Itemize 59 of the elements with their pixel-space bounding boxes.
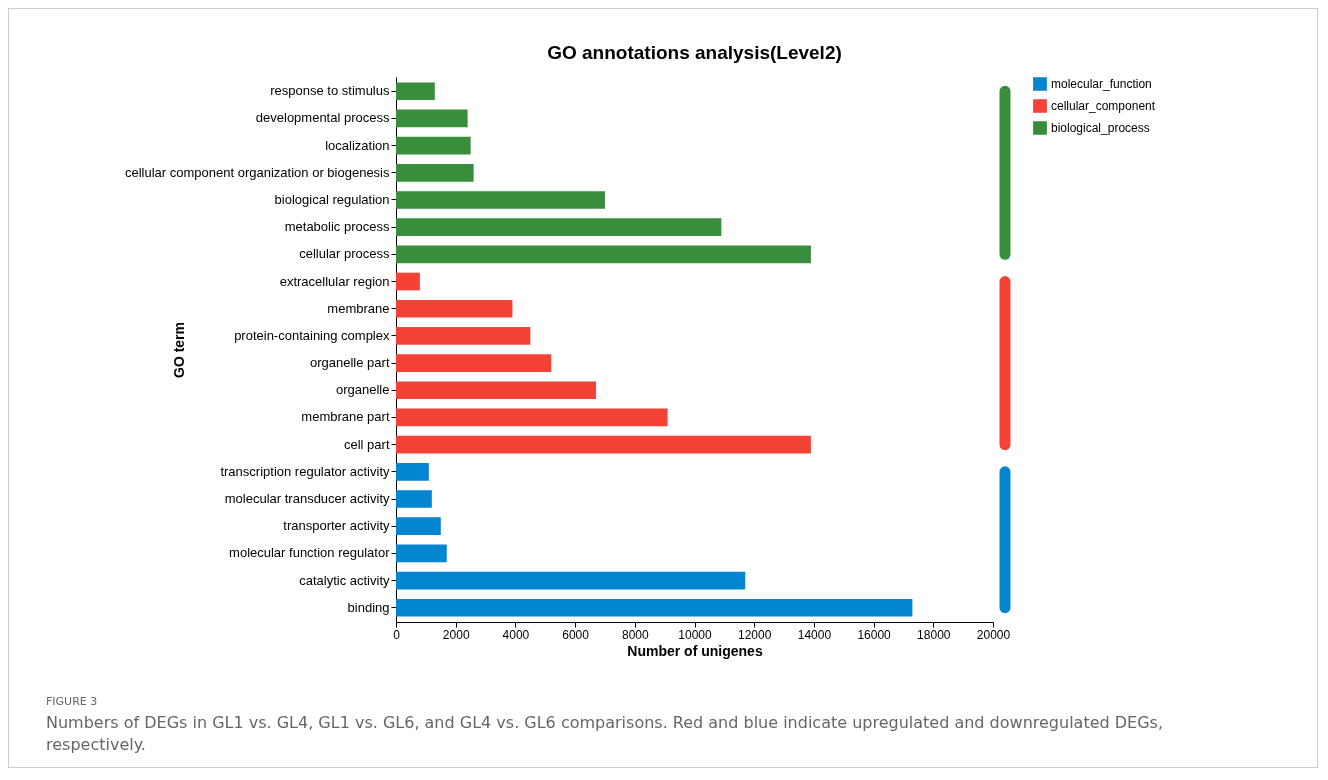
bar <box>396 408 668 427</box>
y-tick-label: localization <box>325 137 390 153</box>
y-tick-label: response to stimulus <box>270 83 390 99</box>
text: Numbers of DEGs in GL1 vs. GL4, GL1 vs. GL6, and GL4 vs. GL6 comparisons. Red and blue indicate upregulated and downregulated DEGs, respectively. <box>46 712 1164 756</box>
legend-label: cellular_component <box>1051 99 1156 113</box>
x-tick-label: 6000 <box>562 627 590 642</box>
y-tick-label: transcription regulator activity <box>220 463 390 479</box>
x-tick-label: 4000 <box>502 627 530 642</box>
y-tick-label: organelle part <box>310 355 390 371</box>
x-tick-label: 12000 <box>738 627 772 642</box>
y-tick-label: membrane <box>327 300 390 316</box>
bar <box>396 354 552 372</box>
y-tick-label: membrane part <box>301 409 390 425</box>
x-tick-label: 20000 <box>976 627 1011 642</box>
y-tick-label: extracellular region <box>279 273 390 289</box>
bar <box>396 435 811 454</box>
bar <box>396 163 474 182</box>
y-tick-label: transporter activity <box>283 518 390 534</box>
bar <box>396 544 447 563</box>
x-tick-label: 16000 <box>857 627 892 642</box>
bar <box>396 82 435 101</box>
bar <box>396 598 913 617</box>
y-tick-label: organelle <box>336 382 390 398</box>
y-tick-label: cell part <box>343 436 390 452</box>
legend-label: biological_process <box>1051 121 1150 135</box>
bar <box>396 490 432 508</box>
y-tick-label: molecular transducer activity <box>224 491 390 506</box>
legend-label: molecular_function <box>1051 77 1152 91</box>
y-tick-label: protein-containing complex <box>234 327 390 343</box>
caption: FIGURE 3 <box>46 695 99 708</box>
bar <box>396 191 605 209</box>
x-tick-label: 10000 <box>678 627 713 642</box>
x-tick-label: 0 <box>393 627 401 642</box>
bar <box>396 218 722 237</box>
bar <box>396 109 468 128</box>
bar <box>396 136 471 155</box>
x-axis-title: Number of unigenes <box>627 642 763 659</box>
bar <box>396 462 429 481</box>
y-tick-label: cellular component organization or biogenesis <box>125 164 390 180</box>
y-tick-label: biological regulation <box>274 192 390 207</box>
x-tick-label: 2000 <box>442 627 470 642</box>
bar <box>396 327 531 345</box>
y-axis-title: GO term <box>170 321 187 379</box>
x-tick-label: 18000 <box>917 627 951 642</box>
y-tick-label: metabolic process <box>284 219 390 235</box>
bar <box>396 517 441 536</box>
x-tick-label: 8000 <box>621 627 649 642</box>
y-tick-label: catalytic activity <box>299 572 390 588</box>
y-tick-label: developmental process <box>255 110 390 126</box>
y-tick-label: cellular process <box>299 246 390 262</box>
x-tick-label: 14000 <box>797 627 832 642</box>
bar <box>396 272 420 291</box>
bar <box>396 299 513 318</box>
y-tick-label: binding <box>347 599 390 615</box>
chart-title: GO annotations analysis(Level2) <box>547 42 842 63</box>
bar <box>396 245 811 264</box>
bar <box>396 571 746 590</box>
y-tick-label: molecular function regulator <box>229 545 391 561</box>
bar <box>396 381 596 400</box>
